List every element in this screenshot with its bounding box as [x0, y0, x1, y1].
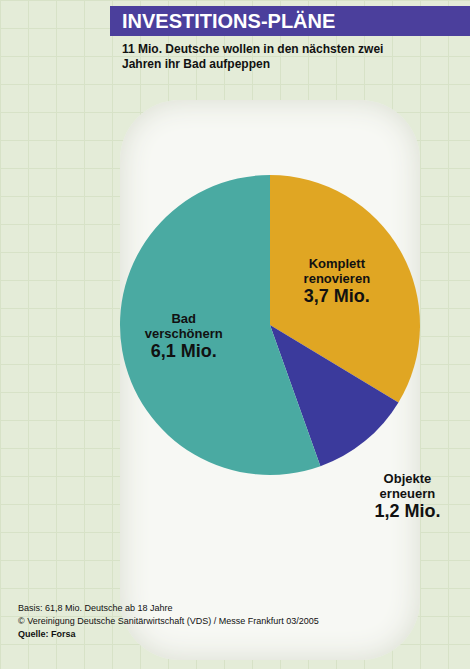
- html-text:© Vereinigung Deutsche Sanitär: © Vereinigung Deutsche Sanitärwirtschaft…: [18, 616, 319, 626]
- svg-text:6,1 Mio.: 6,1 Mio.: [151, 341, 217, 361]
- svg-text:3,7 Mio.: 3,7 Mio.: [304, 286, 370, 306]
- html-text:INVESTITIONS-PLÄNE: INVESTITIONS-PLÄNE: [122, 10, 336, 32]
- svg-text:1,2 Mio.: 1,2 Mio.: [374, 501, 440, 521]
- html-text:Basis: 61,8 Mio. Deutsche ab 1: Basis: 61,8 Mio. Deutsche ab 18 Jahre: [18, 603, 173, 613]
- svg-text:Komplett: Komplett: [309, 256, 366, 271]
- svg-text:Objekte: Objekte: [384, 471, 432, 486]
- svg-text:erneuern: erneuern: [380, 486, 436, 501]
- html-text:11 Mio. Deutsche wollen in den: 11 Mio. Deutsche wollen in den nächsten …: [122, 42, 384, 71]
- html-text:Quelle: Forsa: Quelle: Forsa: [18, 629, 76, 639]
- svg-text:verschönern: verschönern: [145, 326, 223, 341]
- svg-text:renovieren: renovieren: [304, 271, 371, 286]
- svg-text:Bad: Bad: [171, 311, 196, 326]
